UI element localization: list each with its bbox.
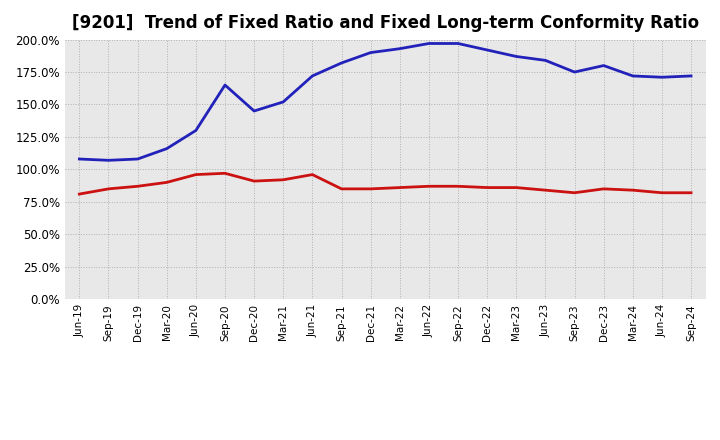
Fixed Long-term Conformity Ratio xyxy=(75,191,84,197)
Fixed Long-term Conformity Ratio xyxy=(133,183,142,189)
Fixed Long-term Conformity Ratio xyxy=(629,187,637,193)
Fixed Ratio xyxy=(570,70,579,75)
Fixed Ratio xyxy=(104,158,113,163)
Fixed Ratio xyxy=(250,108,258,114)
Fixed Long-term Conformity Ratio xyxy=(483,185,492,190)
Title: [9201]  Trend of Fixed Ratio and Fixed Long-term Conformity Ratio: [9201] Trend of Fixed Ratio and Fixed Lo… xyxy=(71,15,699,33)
Fixed Ratio xyxy=(308,73,317,79)
Fixed Ratio xyxy=(541,58,550,63)
Fixed Long-term Conformity Ratio xyxy=(599,186,608,191)
Fixed Ratio xyxy=(133,156,142,161)
Fixed Long-term Conformity Ratio xyxy=(512,185,521,190)
Fixed Ratio xyxy=(425,41,433,46)
Fixed Long-term Conformity Ratio xyxy=(337,186,346,191)
Fixed Long-term Conformity Ratio xyxy=(192,172,200,177)
Fixed Long-term Conformity Ratio xyxy=(570,190,579,195)
Fixed Long-term Conformity Ratio xyxy=(250,179,258,184)
Fixed Ratio xyxy=(75,156,84,161)
Fixed Long-term Conformity Ratio xyxy=(425,183,433,189)
Fixed Ratio xyxy=(366,50,375,55)
Fixed Ratio xyxy=(337,60,346,66)
Fixed Ratio xyxy=(163,146,171,151)
Fixed Ratio xyxy=(220,82,229,88)
Fixed Ratio xyxy=(512,54,521,59)
Fixed Long-term Conformity Ratio xyxy=(395,185,404,190)
Fixed Ratio xyxy=(192,128,200,133)
Fixed Long-term Conformity Ratio xyxy=(308,172,317,177)
Fixed Ratio xyxy=(454,41,462,46)
Fixed Long-term Conformity Ratio xyxy=(541,187,550,193)
Fixed Long-term Conformity Ratio xyxy=(454,183,462,189)
Fixed Ratio xyxy=(687,73,696,79)
Fixed Long-term Conformity Ratio xyxy=(104,186,113,191)
Line: Fixed Long-term Conformity Ratio: Fixed Long-term Conformity Ratio xyxy=(79,173,691,194)
Fixed Ratio xyxy=(657,75,666,80)
Fixed Long-term Conformity Ratio xyxy=(163,180,171,185)
Fixed Long-term Conformity Ratio xyxy=(279,177,287,183)
Fixed Ratio xyxy=(279,99,287,105)
Fixed Ratio xyxy=(599,63,608,68)
Fixed Long-term Conformity Ratio xyxy=(220,171,229,176)
Fixed Long-term Conformity Ratio xyxy=(687,190,696,195)
Fixed Long-term Conformity Ratio xyxy=(366,186,375,191)
Fixed Ratio xyxy=(629,73,637,79)
Fixed Ratio xyxy=(395,46,404,51)
Fixed Long-term Conformity Ratio xyxy=(657,190,666,195)
Fixed Ratio xyxy=(483,48,492,53)
Line: Fixed Ratio: Fixed Ratio xyxy=(79,44,691,160)
